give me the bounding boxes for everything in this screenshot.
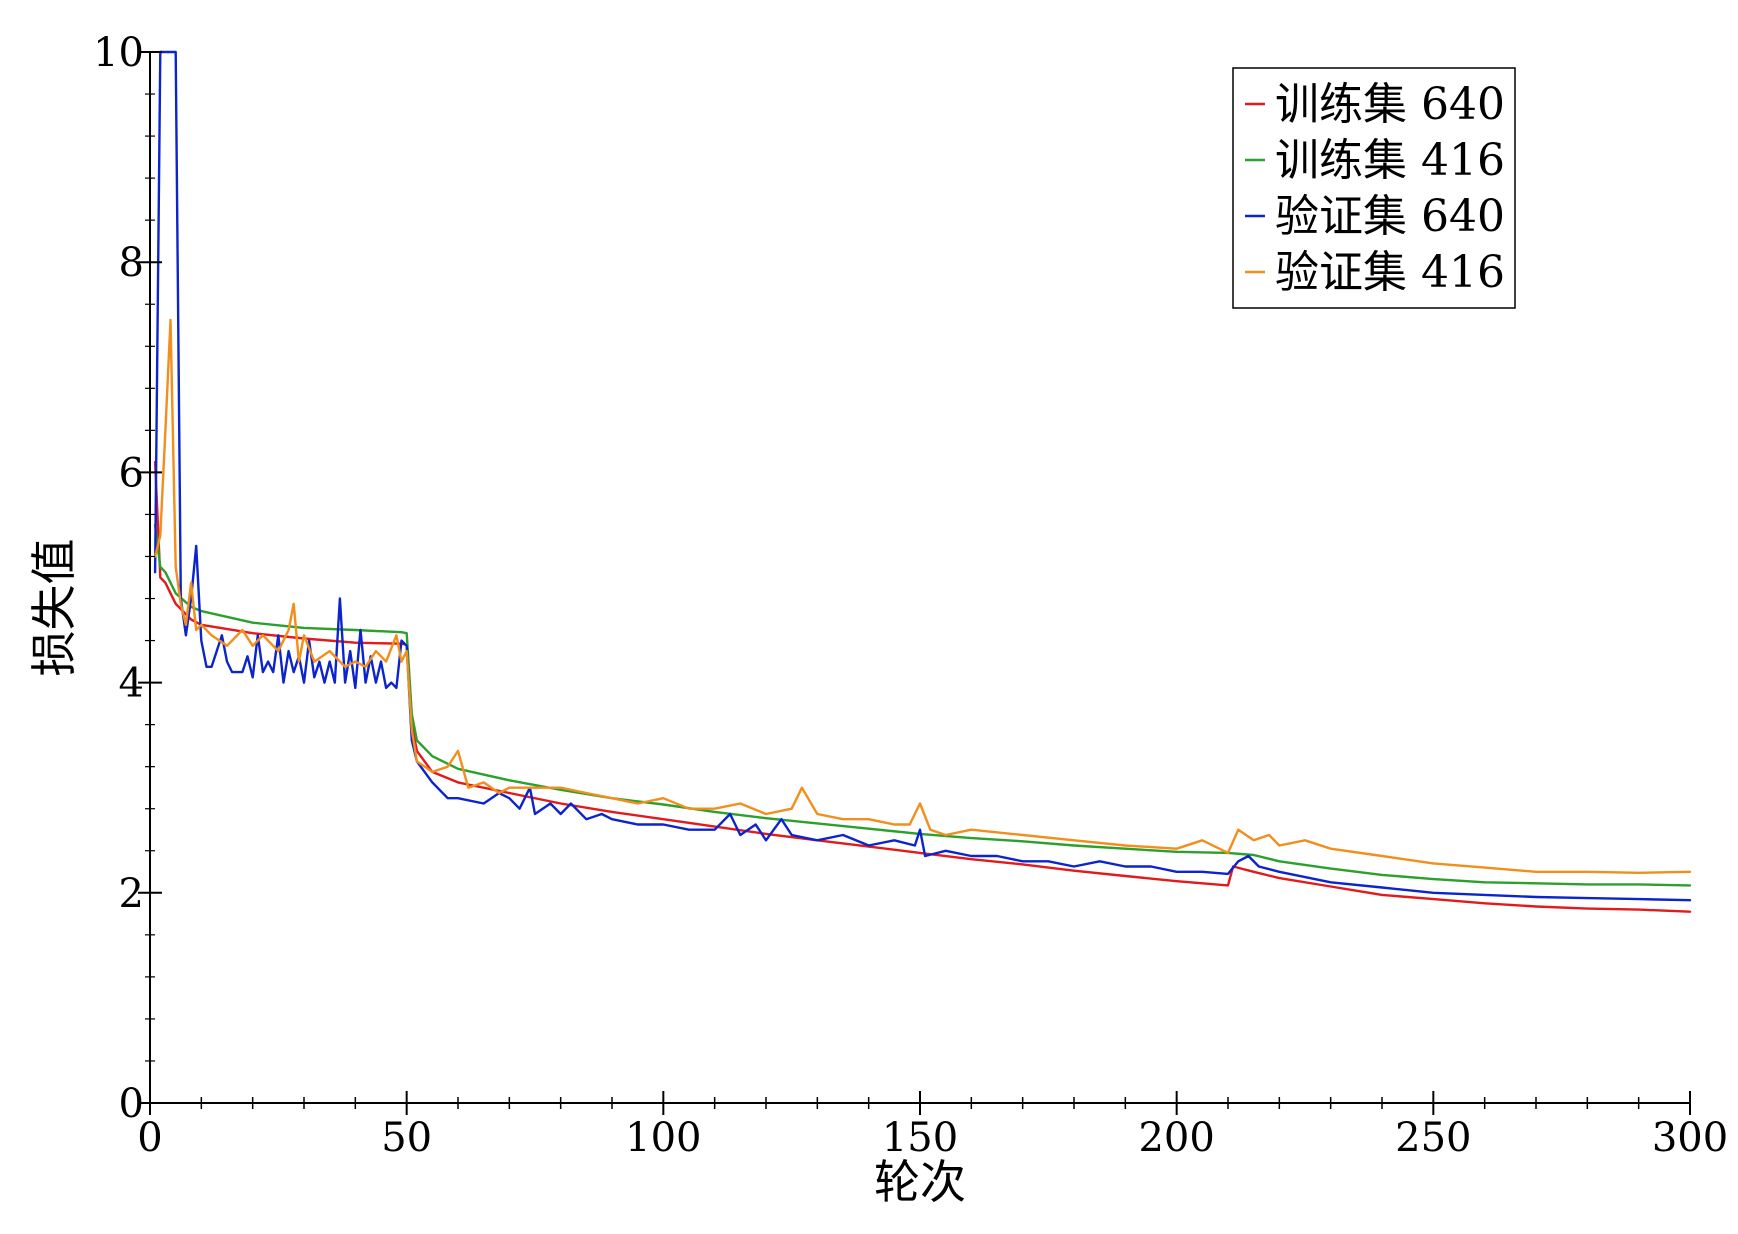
series-line-0: [153, 460, 1692, 913]
series-line-1: [153, 523, 1692, 887]
x-tick-label: 250: [1395, 1115, 1471, 1161]
series-line-3: [153, 318, 1692, 874]
legend-label: 训练集 640: [1275, 79, 1505, 130]
x-tick-label: 300: [1652, 1115, 1728, 1161]
x-axis-title: 轮次: [874, 1155, 966, 1209]
x-tick-label: 0: [137, 1115, 162, 1161]
legend-label: 训练集 416: [1275, 135, 1505, 186]
y-axis-title: 损失值: [27, 539, 81, 677]
x-tick-label: 50: [381, 1115, 432, 1161]
legend-label: 验证集 640: [1275, 191, 1505, 242]
y-tick-label: 6: [119, 450, 144, 496]
series-line-2: [153, 50, 1692, 902]
y-tick-label: 4: [119, 661, 144, 707]
x-tick-label: 150: [882, 1115, 958, 1161]
y-tick-label: 2: [119, 871, 144, 917]
x-tick-label: 200: [1138, 1115, 1214, 1161]
x-tick-label: 100: [625, 1115, 701, 1161]
ticks-layer: 0 50 100 150 200 250 300 0 2 4 6 8 10: [93, 30, 1728, 1161]
y-tick-label: 8: [119, 240, 144, 286]
series-layer: [153, 50, 1692, 913]
y-tick-label: 10: [93, 30, 144, 76]
legend-label: 验证集 416: [1275, 247, 1505, 298]
y-tick-label: 0: [119, 1081, 144, 1127]
legend-box: [1232, 67, 1516, 309]
